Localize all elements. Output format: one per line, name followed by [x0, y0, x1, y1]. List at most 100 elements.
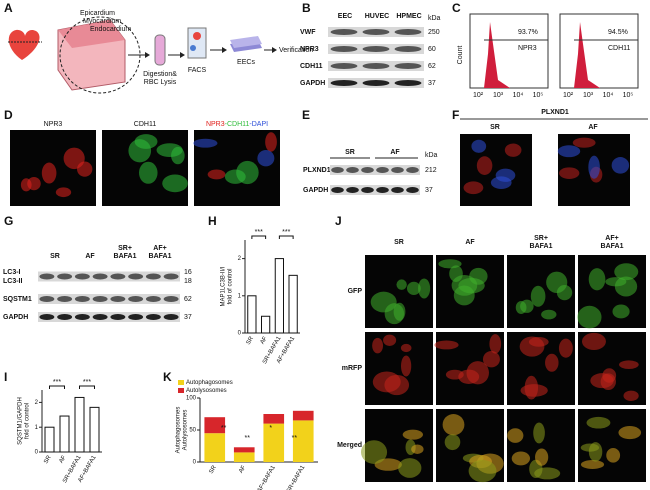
blot-band [128, 273, 144, 280]
step-label: FACS [188, 67, 207, 74]
x-tick-label: 10² [473, 92, 484, 99]
column-label: SR [50, 253, 60, 260]
cell [444, 434, 461, 451]
cell [402, 429, 423, 440]
kda-label: 18 [184, 278, 192, 285]
cell [476, 156, 493, 175]
cell [360, 440, 388, 464]
cell [511, 451, 531, 466]
column-label: EEC [338, 13, 352, 20]
blot-band [39, 314, 55, 320]
cell [449, 265, 463, 282]
column-label: HUVEC [365, 13, 390, 20]
y-tick-label: 2 [238, 256, 242, 262]
gate-name: CDH11 [608, 45, 631, 52]
cell [556, 284, 573, 301]
cell [400, 355, 412, 377]
blot-band [362, 29, 390, 35]
bar [261, 315, 271, 334]
kda-label: 60 [428, 46, 436, 53]
bar [59, 415, 70, 453]
cell [77, 161, 93, 177]
blot-band [110, 273, 126, 280]
panel-label: J [335, 214, 342, 228]
bar [89, 406, 100, 453]
cell [581, 332, 606, 350]
cell [557, 145, 581, 158]
cell [400, 343, 412, 353]
cell [41, 162, 57, 184]
column-label: SR+ [534, 235, 548, 242]
row-label: GAPDH [3, 314, 28, 321]
image-title: PLXND1 [541, 109, 569, 116]
legend-label: Autolysosomes [186, 388, 227, 394]
column-label: AF+ [605, 235, 618, 242]
cell [534, 467, 561, 480]
panel-label: A [4, 1, 13, 15]
cell [383, 334, 397, 346]
blot-band [362, 63, 390, 69]
cell [372, 337, 384, 354]
cell [504, 143, 522, 157]
significance-bracket [79, 385, 95, 389]
blot-band [57, 296, 73, 302]
cell [193, 138, 218, 148]
y-axis-label: Count [457, 46, 464, 65]
blot-band [145, 273, 161, 280]
column-label: AF [85, 253, 95, 260]
panel-label: B [302, 1, 311, 15]
cell [614, 263, 639, 281]
row-label: LC3-I [3, 269, 21, 276]
x-tick-label: 10⁵ [533, 92, 544, 99]
cell [507, 428, 524, 443]
blot-band [163, 296, 179, 302]
blot-band [330, 46, 358, 52]
blot-strip [38, 294, 180, 304]
step-label: Verification [279, 47, 313, 54]
cell [490, 176, 512, 189]
blot-band [362, 46, 390, 52]
step-label: RBC Lysis [144, 79, 177, 86]
cell [612, 304, 630, 319]
bar [288, 274, 298, 334]
row-label: NPR3 [300, 46, 319, 53]
cell [384, 374, 410, 396]
x-tick-label: 10³ [583, 92, 594, 99]
column-label: AF [390, 149, 400, 156]
blot-strip [330, 165, 420, 175]
x-tick-label: SR [43, 454, 53, 465]
x-tick-label: 10² [563, 92, 574, 99]
cell [515, 300, 527, 315]
cell [535, 448, 549, 466]
layer-label: Endocardium [90, 26, 131, 33]
bar-segment [263, 414, 285, 424]
column-label: SR [345, 149, 355, 156]
x-tick-label: AF [59, 455, 68, 465]
y-axis-label: fold of control [228, 268, 234, 304]
kda-label: 37 [184, 314, 192, 321]
bar-segment [263, 423, 285, 462]
row-label: Merged [337, 442, 362, 449]
kda-label: 37 [428, 80, 436, 87]
kda-label: 212 [425, 167, 437, 174]
blot-band [346, 187, 359, 193]
layer-label: Myocardium [83, 18, 121, 25]
unit-label: kDa [428, 15, 441, 22]
legend-swatch [178, 380, 184, 385]
cell [162, 174, 188, 193]
title-part: -DAPI [249, 121, 268, 128]
cell [370, 291, 397, 313]
cell [618, 426, 642, 440]
blot-band [394, 29, 422, 35]
cell [586, 416, 611, 429]
cell [528, 337, 549, 347]
blot-band [74, 296, 90, 302]
cell [611, 157, 630, 174]
kda-label: 62 [184, 296, 192, 303]
column-label: AF [588, 124, 598, 131]
bar-segment [204, 433, 226, 462]
cell [541, 309, 557, 320]
x-tick-label: 10⁴ [603, 92, 614, 99]
row-label: GAPDH [303, 187, 328, 194]
cell [606, 448, 621, 463]
